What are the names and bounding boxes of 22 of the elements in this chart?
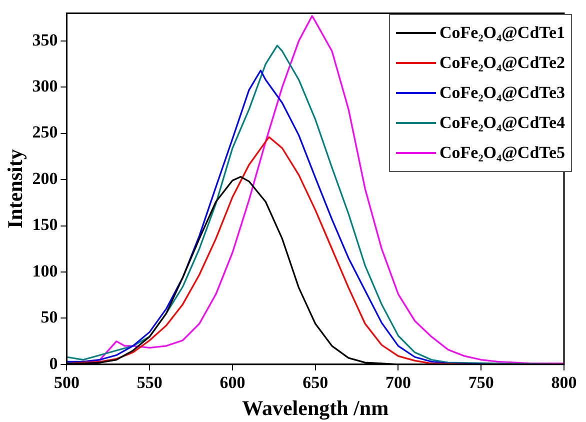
y-tick-label: 250 — [32, 122, 58, 142]
x-tick-label: 650 — [302, 372, 328, 392]
x-tick-label: 750 — [468, 372, 494, 392]
legend-label: CoFe₂O₄@CdTe1 — [440, 23, 565, 43]
x-axis-title: Wavelength /nm — [242, 396, 390, 420]
y-tick-label: 300 — [32, 76, 58, 96]
x-tick-label: 500 — [54, 372, 80, 392]
x-tick-label: 700 — [385, 372, 411, 392]
y-tick-label: 350 — [32, 30, 58, 50]
y-tick-label: 150 — [32, 215, 58, 234]
y-tick-label: 200 — [32, 168, 58, 188]
legend-label: CoFe₂O₄@CdTe5 — [440, 143, 565, 163]
y-tick-label: 50 — [40, 308, 58, 327]
y-tick-label: 0 — [49, 354, 58, 373]
legend-label: CoFe₂O₄@CdTe2 — [440, 53, 565, 73]
legend-label: CoFe₂O₄@CdTe3 — [440, 83, 565, 103]
x-tick-label: 550 — [136, 372, 162, 392]
y-axis-title: Intensity — [3, 148, 28, 228]
x-tick-label: 800 — [551, 372, 577, 392]
y-tick-label: 100 — [32, 261, 58, 280]
legend-label: CoFe₂O₄@CdTe4 — [440, 113, 565, 133]
x-tick-label: 600 — [220, 372, 246, 392]
